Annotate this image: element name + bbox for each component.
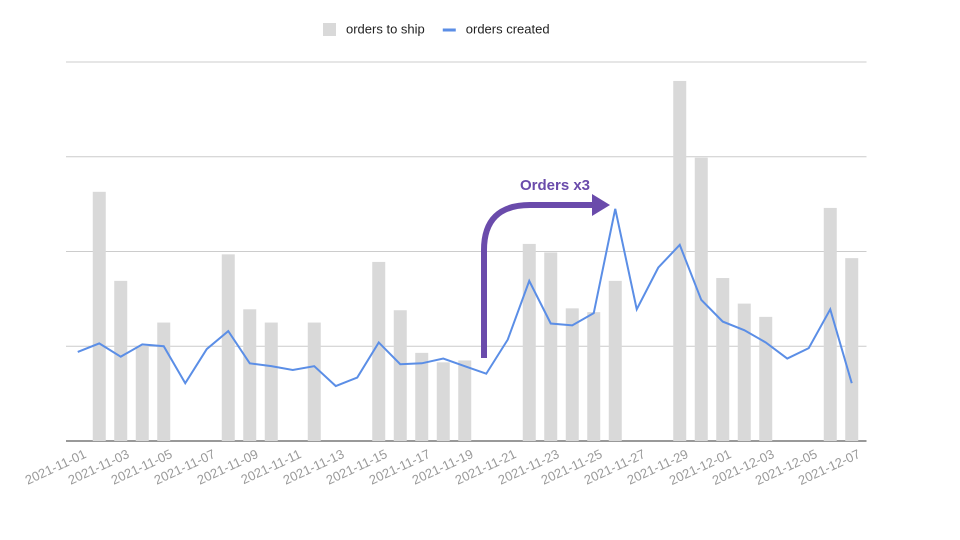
bar bbox=[673, 80, 687, 441]
bar bbox=[716, 278, 730, 441]
legend-swatch bbox=[323, 23, 336, 36]
bar bbox=[436, 362, 450, 441]
bar bbox=[522, 243, 536, 441]
annotation: Orders x3 bbox=[520, 177, 590, 194]
bar bbox=[372, 261, 386, 441]
plot: 2021-11-012021-11-032021-11-052021-11-07… bbox=[23, 21, 867, 488]
annotation-arrowhead bbox=[592, 194, 610, 216]
bar bbox=[845, 258, 859, 441]
legend-label: orders to ship bbox=[346, 21, 425, 36]
legend-label: orders created bbox=[466, 21, 550, 36]
bar bbox=[823, 207, 837, 441]
bar bbox=[264, 322, 278, 441]
bar bbox=[307, 322, 321, 441]
line bbox=[77, 208, 853, 388]
bar bbox=[759, 316, 773, 441]
bar bbox=[221, 254, 235, 441]
bar bbox=[458, 360, 472, 441]
bar bbox=[393, 310, 407, 441]
bar bbox=[243, 309, 257, 441]
bar bbox=[135, 346, 149, 441]
bar bbox=[544, 252, 558, 441]
bar bbox=[157, 322, 171, 441]
bar bbox=[415, 352, 429, 441]
bar bbox=[114, 280, 128, 441]
bar bbox=[608, 280, 622, 441]
bar bbox=[92, 191, 106, 441]
bar bbox=[737, 303, 751, 441]
annotation-arrow bbox=[481, 202, 595, 358]
bar bbox=[587, 312, 601, 441]
bar bbox=[565, 308, 579, 441]
